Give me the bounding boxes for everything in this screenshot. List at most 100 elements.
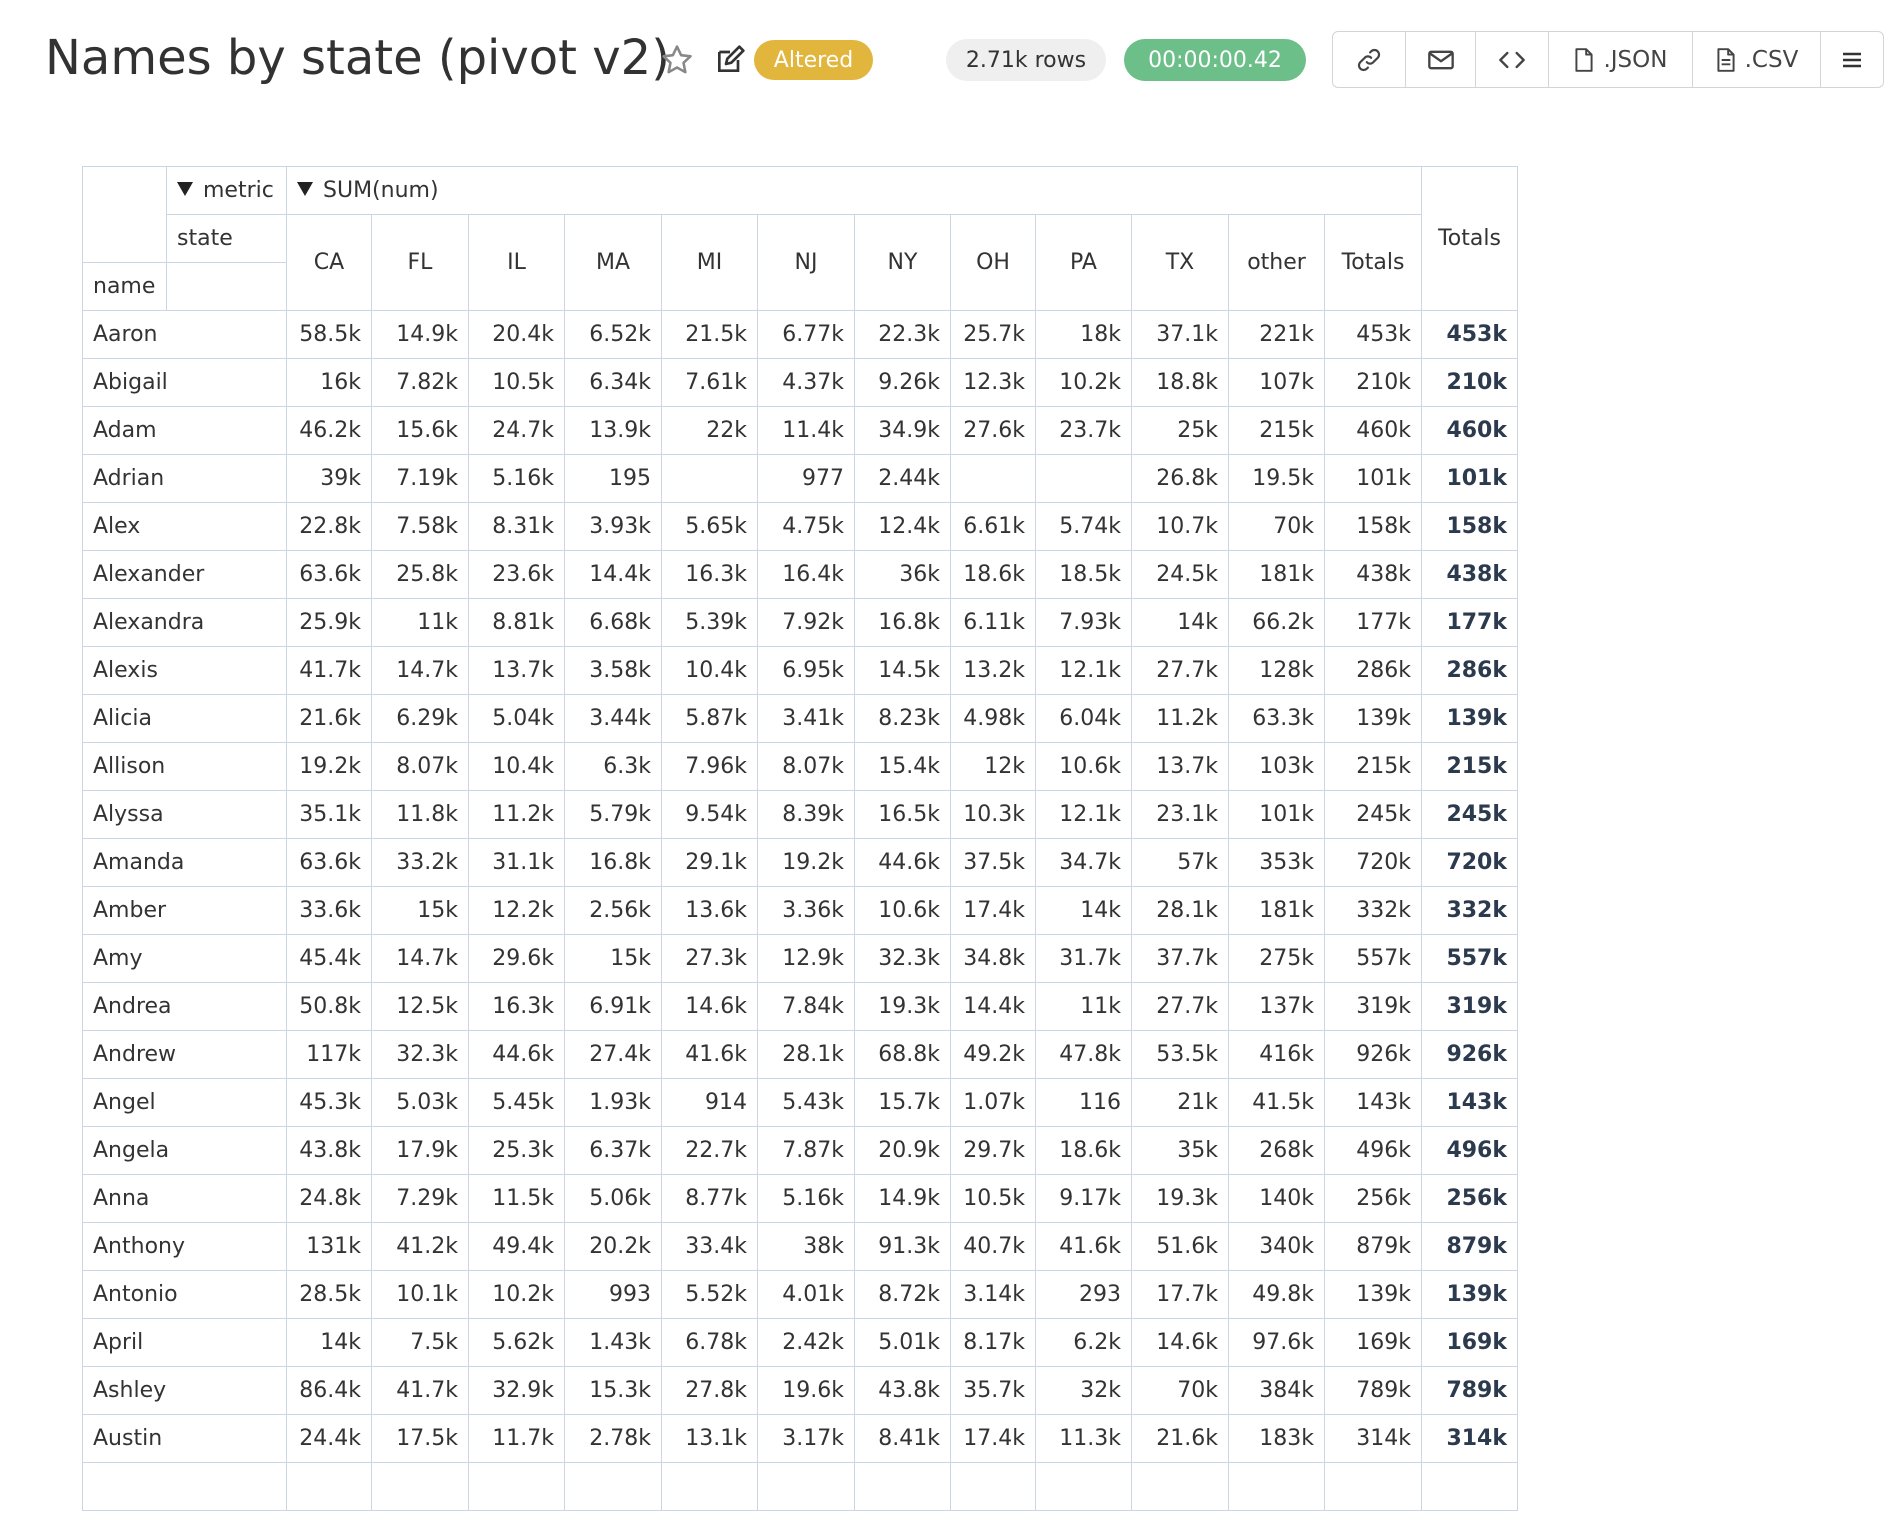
cell: 453k [1324,310,1422,359]
cell: 44.6k [854,838,951,887]
column-header[interactable]: PA [1035,214,1132,311]
cell: 9.54k [661,790,758,839]
metric-name-header[interactable]: SUM(num) [286,166,1422,215]
cell: 128k [1228,646,1325,695]
cell: 12.5k [371,982,469,1031]
table-row: Aaron 58.5k 14.9k 20.4k 6.52k 21.5k 6.77k 22.3k… [82,310,1518,359]
cell: 25.3k [468,1126,565,1175]
cell: 20.2k [564,1222,662,1271]
row-name: Andrew [82,1030,287,1079]
link-icon [1357,48,1380,71]
cell: 10.4k [468,742,565,791]
cell: 139k [1324,694,1422,743]
file-icon [1575,47,1594,72]
row-total: 139k [1421,694,1518,743]
cell: 23.7k [1035,406,1132,455]
cell: 58.5k [286,310,372,359]
column-header[interactable]: other [1228,214,1325,311]
menu-icon [1843,52,1862,67]
cell: 438k [1324,550,1422,599]
cell: 158k [1324,502,1422,551]
cell [950,1462,1036,1511]
row-total: 720k [1421,838,1518,887]
column-header[interactable]: NJ [757,214,855,311]
cell: 29.1k [661,838,758,887]
column-header[interactable]: FL [371,214,469,311]
cell: 11.3k [1035,1414,1132,1463]
cell: 18.6k [1035,1126,1132,1175]
table-row: Amber 33.6k 15k 12.2k 2.56k 13.6k 3.36k 10.6k 17… [82,886,1518,935]
cell: 6.68k [564,598,662,647]
row-name: Amber [82,886,287,935]
cell: 5.87k [661,694,758,743]
row-total: 177k [1421,598,1518,647]
cell: 18.5k [1035,550,1132,599]
favorite-star[interactable] [660,43,694,77]
altered-badge[interactable]: Altered [754,40,873,80]
cell: 10.3k [950,790,1036,839]
cell: 45.3k [286,1078,372,1127]
cell: 22.8k [286,502,372,551]
cell: 177k [1324,598,1422,647]
cell [950,454,1036,503]
cell: 210k [1324,358,1422,407]
cell: 926k [1324,1030,1422,1079]
row-total: 438k [1421,550,1518,599]
row-name: Alexandra [82,598,287,647]
cell: 3.58k [564,646,662,695]
column-header[interactable]: IL [468,214,565,311]
column-header[interactable]: OH [950,214,1036,311]
cell: 19.2k [757,838,855,887]
column-header[interactable]: MI [661,214,758,311]
cell: 5.16k [757,1174,855,1223]
edit-icon[interactable] [714,44,746,76]
totals-header[interactable]: Totals [1421,166,1518,311]
cell: 14.6k [661,982,758,1031]
cell: 14.5k [854,646,951,695]
cell: 68.8k [854,1030,951,1079]
cell: 15k [371,886,469,935]
export-csv-button[interactable]: .CSV [1693,32,1822,87]
row-total: 557k [1421,934,1518,983]
export-json-button[interactable]: .JSON [1549,32,1693,87]
column-header[interactable]: NY [854,214,951,311]
table-row: Adam 46.2k 15.6k 24.7k 13.9k 22k 11.4k 34.9k 27.… [82,406,1518,455]
embed-button[interactable] [1476,32,1550,87]
cell [1035,454,1132,503]
cell [1228,1462,1325,1511]
cell: 10.4k [661,646,758,695]
cell: 31.1k [468,838,565,887]
row-name: Alex [82,502,287,551]
column-header[interactable]: CA [286,214,372,311]
cell: 12.1k [1035,646,1132,695]
cell: 33.2k [371,838,469,887]
column-header[interactable]: TX [1131,214,1229,311]
cell: 103k [1228,742,1325,791]
cell: 6.37k [564,1126,662,1175]
cell: 35.7k [950,1366,1036,1415]
cell: 49.8k [1228,1270,1325,1319]
column-header[interactable]: MA [564,214,662,311]
cell: 496k [1324,1126,1422,1175]
cell: 143k [1324,1078,1422,1127]
metric-header[interactable]: metric [166,166,287,215]
menu-button[interactable] [1821,32,1883,87]
cell: 5.03k [371,1078,469,1127]
cell [371,1462,469,1511]
cell: 25k [1131,406,1229,455]
cell: 314k [1324,1414,1422,1463]
row-total: 879k [1421,1222,1518,1271]
row-name [82,1462,287,1511]
cell: 41.6k [661,1030,758,1079]
column-header[interactable]: Totals [1324,214,1422,311]
cell: 6.52k [564,310,662,359]
row-total: 314k [1421,1414,1518,1463]
email-button[interactable] [1406,32,1477,87]
copy-link-button[interactable] [1333,32,1406,87]
row-name: Amy [82,934,287,983]
cell: 91.3k [854,1222,951,1271]
cell: 5.39k [661,598,758,647]
cell: 34.8k [950,934,1036,983]
cell: 19.5k [1228,454,1325,503]
cell: 86.4k [286,1366,372,1415]
